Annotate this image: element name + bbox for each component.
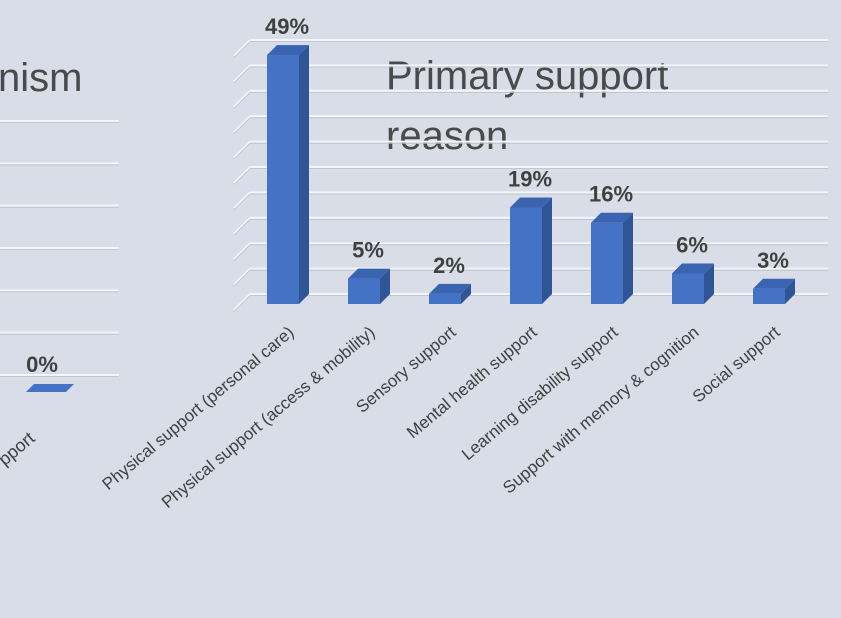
gridline-side	[233, 64, 251, 83]
data-label: 3%	[757, 248, 789, 273]
bar-top	[753, 278, 795, 289]
bar	[591, 222, 623, 304]
left-data-label: 0%	[26, 352, 58, 377]
gridline-side-shadow	[233, 117, 251, 134]
bar	[267, 55, 299, 304]
chart-title-line-2: reason	[386, 114, 509, 158]
bar	[348, 278, 380, 304]
bar-side	[704, 263, 714, 304]
data-label: 19%	[508, 166, 552, 191]
gridline-side	[233, 39, 251, 57]
bar-side	[380, 268, 390, 304]
gridline-side-shadow	[233, 142, 251, 160]
bar-top	[267, 45, 309, 56]
data-label: 49%	[265, 14, 309, 39]
gridline-side	[233, 140, 251, 159]
data-label: 16%	[589, 182, 633, 207]
gridline-side-shadow	[233, 92, 251, 109]
bar-side	[623, 212, 633, 304]
bar	[429, 293, 461, 304]
gridline-side-shadow	[233, 219, 251, 236]
gridline-side	[233, 293, 251, 311]
gridline-side-shadow	[233, 168, 251, 185]
left-category-label: pport	[0, 428, 39, 470]
bar-top	[672, 263, 714, 274]
gridline-side	[233, 90, 251, 108]
gridline-side	[233, 115, 251, 133]
left-bar	[26, 384, 74, 392]
gridline-side	[233, 191, 251, 210]
category-label: Social support	[689, 322, 784, 406]
gridline-side	[233, 242, 251, 260]
data-label: 6%	[676, 233, 708, 258]
gridline-side-shadow	[233, 193, 251, 211]
bar	[672, 273, 704, 304]
left-chart-title: nism	[0, 56, 83, 100]
bar-side	[785, 278, 795, 304]
gridline-side-shadow	[233, 269, 251, 287]
bar-top	[429, 283, 471, 294]
gridline-side	[233, 217, 251, 235]
gridline-side	[233, 267, 251, 286]
bar-side	[542, 197, 552, 304]
gridline-side-shadow	[233, 41, 251, 58]
bar	[510, 207, 542, 304]
bar-top	[510, 197, 552, 208]
gridline-side-shadow	[233, 244, 251, 261]
bar	[753, 288, 785, 304]
data-label: 2%	[433, 253, 465, 278]
category-label: Mental health support	[403, 322, 541, 442]
data-label: 5%	[352, 238, 384, 263]
bar-top	[348, 268, 390, 279]
bar-side	[461, 283, 471, 304]
bar-top	[591, 212, 633, 223]
gridline-side	[233, 166, 251, 184]
gridline-side-shadow	[233, 66, 251, 84]
gridline-side-shadow	[233, 295, 251, 312]
category-label: Learning disability support	[458, 322, 622, 464]
bar-side	[299, 45, 309, 304]
